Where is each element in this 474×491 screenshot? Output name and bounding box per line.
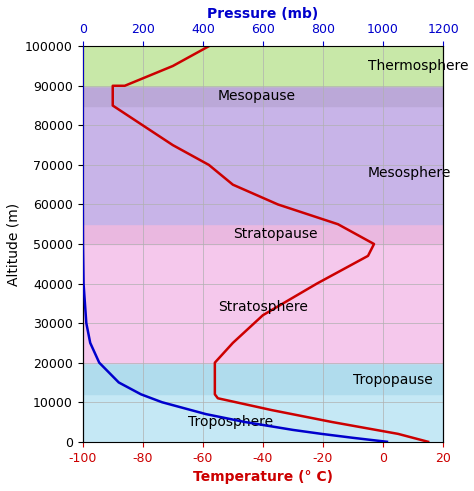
Text: Thermosphere: Thermosphere bbox=[368, 59, 468, 73]
Bar bbox=[82, 224, 443, 244]
Bar bbox=[82, 394, 443, 442]
Y-axis label: Altitude (m): Altitude (m) bbox=[7, 202, 21, 286]
Text: Stratosphere: Stratosphere bbox=[218, 300, 308, 314]
Text: Mesosphere: Mesosphere bbox=[368, 166, 451, 180]
Text: Tropopause: Tropopause bbox=[353, 374, 433, 387]
Bar bbox=[82, 363, 443, 394]
Bar bbox=[82, 46, 443, 86]
Bar bbox=[82, 244, 443, 363]
X-axis label: Temperature (° C): Temperature (° C) bbox=[193, 470, 333, 484]
X-axis label: Pressure (mb): Pressure (mb) bbox=[207, 7, 319, 21]
Text: Mesopause: Mesopause bbox=[218, 89, 296, 103]
Bar bbox=[82, 86, 443, 106]
Bar bbox=[82, 106, 443, 224]
Text: Stratopause: Stratopause bbox=[233, 227, 318, 241]
Text: Troposphere: Troposphere bbox=[188, 415, 273, 429]
